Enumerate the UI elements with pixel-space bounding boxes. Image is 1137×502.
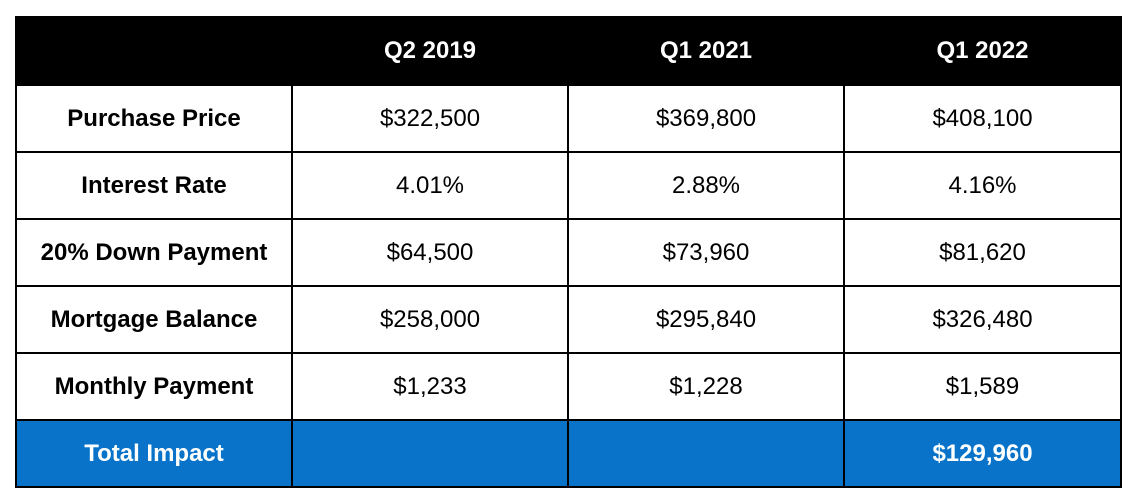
- table-cell: $1,228: [567, 352, 845, 421]
- total-cell: [291, 419, 569, 488]
- table-cell: $258,000: [291, 285, 569, 354]
- row-label: 20% Down Payment: [15, 218, 293, 287]
- table-cell: $1,233: [291, 352, 569, 421]
- table-cell: $64,500: [291, 218, 569, 287]
- table-cell: 4.01%: [291, 151, 569, 220]
- table-cell: $326,480: [843, 285, 1122, 354]
- table-cell: 2.88%: [567, 151, 845, 220]
- comparison-table: Q2 2019 Q1 2021 Q1 2022 Purchase Price $…: [15, 16, 1122, 488]
- table-row: 20% Down Payment $64,500 $73,960 $81,620: [15, 218, 1122, 287]
- total-value: $129,960: [843, 419, 1122, 488]
- table-row: Purchase Price $322,500 $369,800 $408,10…: [15, 84, 1122, 153]
- table-cell: 4.16%: [843, 151, 1122, 220]
- table-cell: $295,840: [567, 285, 845, 354]
- table-cell: $408,100: [843, 84, 1122, 153]
- total-cell: [567, 419, 845, 488]
- header-corner-cell: [15, 16, 293, 86]
- column-header: Q1 2021: [567, 16, 845, 86]
- table-cell: $322,500: [291, 84, 569, 153]
- total-label: Total Impact: [15, 419, 293, 488]
- header-row: Q2 2019 Q1 2021 Q1 2022: [15, 16, 1122, 86]
- column-header: Q2 2019: [291, 16, 569, 86]
- table-row: Monthly Payment $1,233 $1,228 $1,589: [15, 352, 1122, 421]
- comparison-table-container: Q2 2019 Q1 2021 Q1 2022 Purchase Price $…: [15, 16, 1122, 488]
- column-header: Q1 2022: [843, 16, 1122, 86]
- table-cell: $1,589: [843, 352, 1122, 421]
- table-cell: $73,960: [567, 218, 845, 287]
- row-label: Monthly Payment: [15, 352, 293, 421]
- table-row: Interest Rate 4.01% 2.88% 4.16%: [15, 151, 1122, 220]
- row-label: Mortgage Balance: [15, 285, 293, 354]
- table-row: Mortgage Balance $258,000 $295,840 $326,…: [15, 285, 1122, 354]
- row-label: Interest Rate: [15, 151, 293, 220]
- table-cell: $369,800: [567, 84, 845, 153]
- table-cell: $81,620: [843, 218, 1122, 287]
- total-row: Total Impact $129,960: [15, 419, 1122, 488]
- row-label: Purchase Price: [15, 84, 293, 153]
